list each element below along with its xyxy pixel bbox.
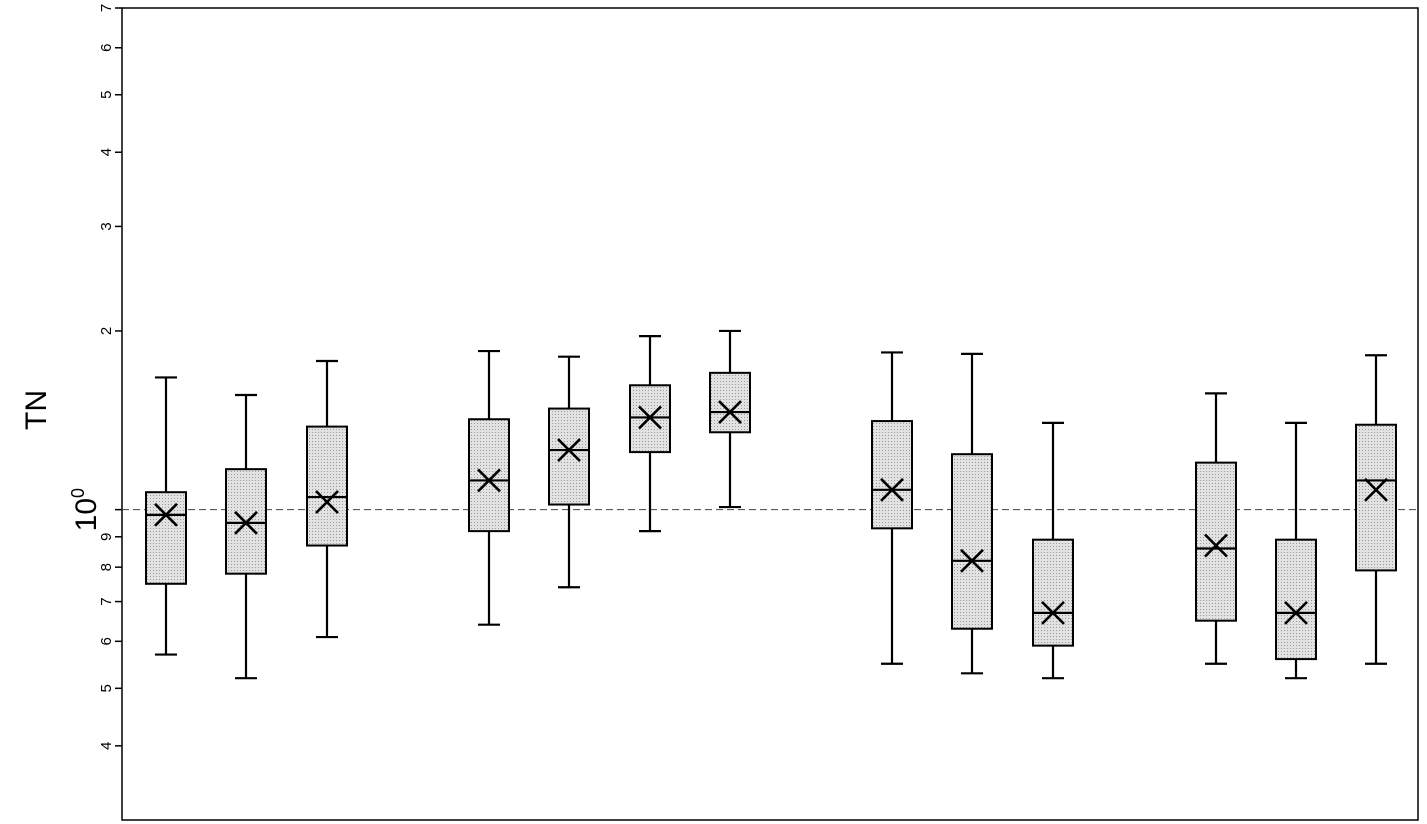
- mean-marker: [234, 510, 258, 535]
- box-iqr: [951, 453, 993, 630]
- y-tick-label: 5: [98, 684, 115, 692]
- y-tick-label: 8: [98, 563, 115, 571]
- mean-marker: [1364, 477, 1388, 502]
- mean-marker: [638, 405, 662, 430]
- y-tick-label: 6: [98, 44, 115, 52]
- box-iqr: [709, 371, 751, 434]
- box-iqr: [629, 384, 671, 454]
- box-iqr: [548, 407, 590, 506]
- mean-marker: [315, 490, 339, 514]
- mean-marker: [880, 477, 904, 502]
- y-axis-label: TN: [20, 390, 53, 430]
- y-tick-label: 2: [98, 327, 115, 335]
- y-tick-label: 9: [98, 533, 115, 541]
- y-tick-label: 4: [98, 148, 115, 156]
- box-iqr: [1032, 538, 1074, 647]
- y-tick-label: 4: [98, 742, 115, 750]
- mean-marker: [1041, 600, 1065, 625]
- box-iqr: [871, 420, 913, 530]
- mean-marker: [477, 468, 501, 493]
- mean-marker: [960, 548, 984, 573]
- y-tick-label: 7: [98, 597, 115, 605]
- box-iqr: [468, 418, 510, 533]
- y-tick-label: 6: [98, 637, 115, 645]
- y-tick-label: 100: [68, 488, 103, 531]
- box-iqr: [1195, 461, 1237, 622]
- mean-marker: [718, 400, 742, 424]
- box-iqr: [1355, 423, 1397, 572]
- plot-frame: [121, 7, 1419, 821]
- box-iqr: [1275, 538, 1317, 661]
- y-tick-label: 3: [98, 222, 115, 230]
- mean-marker: [154, 502, 178, 527]
- mean-marker: [1204, 533, 1228, 558]
- box-iqr: [306, 425, 348, 547]
- mean-marker: [1284, 600, 1308, 625]
- y-tick-label: 5: [98, 91, 115, 99]
- mean-marker: [557, 438, 581, 462]
- box-iqr: [145, 491, 187, 585]
- y-tick-label: 7: [98, 4, 115, 12]
